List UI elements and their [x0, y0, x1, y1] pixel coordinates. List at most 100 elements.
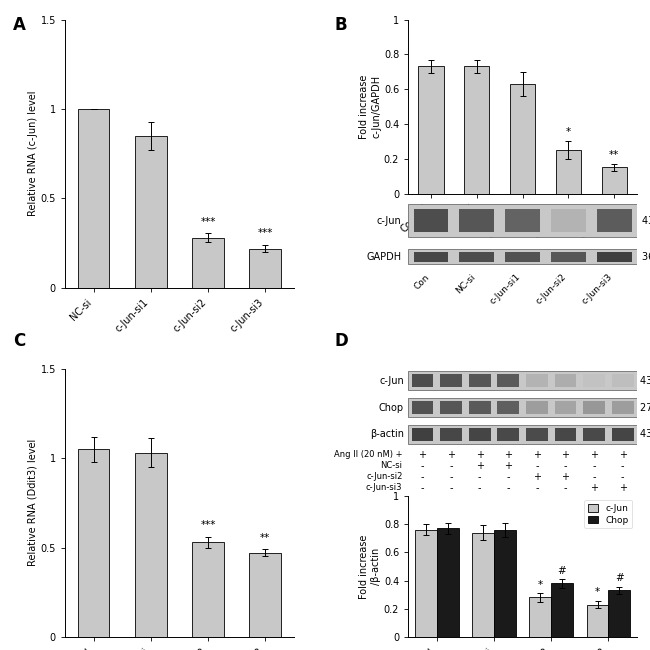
Text: +: +: [476, 450, 484, 460]
Bar: [510, 84, 535, 194]
Text: NC-si: NC-si: [454, 272, 477, 295]
Bar: [413, 209, 448, 232]
Bar: [530, 597, 551, 637]
Text: +: +: [476, 461, 484, 471]
Text: -: -: [564, 483, 567, 493]
Text: A: A: [13, 16, 26, 34]
Text: -: -: [564, 461, 567, 471]
Text: +: +: [504, 461, 512, 471]
Text: Ang II (20 nM) +: Ang II (20 nM) +: [334, 450, 402, 459]
Text: -: -: [621, 472, 625, 482]
Legend: c-Jun, Chop: c-Jun, Chop: [584, 500, 632, 528]
Bar: [583, 374, 605, 387]
Text: -: -: [535, 461, 539, 471]
Bar: [408, 250, 637, 264]
Y-axis label: Relative RNA (c-Jun) level: Relative RNA (c-Jun) level: [28, 91, 38, 216]
Text: 36 kDa: 36 kDa: [642, 252, 650, 262]
Bar: [440, 428, 462, 441]
Bar: [554, 374, 577, 387]
Text: -: -: [621, 461, 625, 471]
Text: c-Jun: c-Jun: [376, 216, 401, 226]
Bar: [608, 590, 630, 637]
Bar: [469, 374, 491, 387]
Text: +: +: [562, 450, 569, 460]
Text: +: +: [590, 483, 598, 493]
Text: 27 kDa: 27 kDa: [640, 402, 650, 413]
Bar: [411, 400, 434, 414]
Bar: [612, 428, 634, 441]
Bar: [587, 604, 608, 637]
Bar: [413, 252, 448, 262]
Bar: [411, 428, 434, 441]
Text: -: -: [506, 472, 510, 482]
Bar: [612, 400, 634, 414]
Bar: [497, 428, 519, 441]
Text: c-Jun-si2: c-Jun-si2: [534, 272, 568, 306]
Text: #: #: [615, 573, 623, 583]
Bar: [551, 209, 586, 232]
Bar: [526, 428, 548, 441]
Y-axis label: Fold increase
c-Jun/GAPDH: Fold increase c-Jun/GAPDH: [359, 74, 381, 138]
Bar: [419, 66, 444, 194]
Text: Con: Con: [412, 272, 431, 291]
Text: +: +: [504, 450, 512, 460]
Text: *: *: [595, 588, 600, 597]
Bar: [551, 583, 573, 637]
Bar: [601, 168, 627, 194]
Bar: [583, 400, 605, 414]
Text: +: +: [419, 450, 426, 460]
Bar: [460, 209, 494, 232]
Text: +: +: [619, 483, 627, 493]
Bar: [440, 400, 462, 414]
Text: +: +: [590, 450, 598, 460]
Bar: [469, 400, 491, 414]
Bar: [494, 530, 515, 637]
Bar: [469, 428, 491, 441]
Bar: [460, 252, 494, 262]
Text: c-Jun-si3: c-Jun-si3: [366, 483, 402, 492]
Bar: [411, 374, 434, 387]
Text: c-Jun-si3: c-Jun-si3: [580, 272, 614, 306]
Bar: [408, 371, 637, 391]
Bar: [408, 204, 637, 237]
Text: -: -: [478, 472, 482, 482]
Text: -: -: [449, 483, 453, 493]
Text: -: -: [421, 461, 424, 471]
Text: +: +: [533, 450, 541, 460]
Text: *: *: [538, 580, 543, 590]
Bar: [583, 428, 605, 441]
Bar: [551, 252, 586, 262]
Text: C: C: [13, 332, 25, 350]
Bar: [250, 248, 281, 288]
Text: -: -: [449, 461, 453, 471]
Text: B: B: [335, 16, 347, 34]
Text: GAPDH: GAPDH: [366, 252, 401, 262]
Bar: [250, 553, 281, 637]
Text: NC-si: NC-si: [380, 461, 402, 470]
Bar: [78, 109, 109, 288]
Text: -: -: [592, 461, 596, 471]
Bar: [497, 374, 519, 387]
Text: 43 kDa: 43 kDa: [642, 216, 650, 226]
Text: 43 kDa: 43 kDa: [640, 376, 650, 385]
Bar: [556, 150, 581, 194]
Text: +: +: [562, 472, 569, 482]
Bar: [135, 452, 166, 637]
Bar: [464, 66, 489, 194]
Bar: [437, 528, 458, 637]
Text: -: -: [592, 472, 596, 482]
Text: ***: ***: [200, 216, 216, 227]
Bar: [192, 238, 224, 288]
Text: -: -: [421, 483, 424, 493]
Text: -: -: [535, 483, 539, 493]
Text: *: *: [566, 127, 571, 137]
Text: ***: ***: [200, 520, 216, 530]
Text: +: +: [533, 472, 541, 482]
Text: 43 kDa: 43 kDa: [640, 430, 650, 439]
Bar: [526, 400, 548, 414]
Y-axis label: Relative RNA (Ddit3) level: Relative RNA (Ddit3) level: [28, 439, 38, 566]
Text: **: **: [260, 532, 270, 543]
Bar: [526, 374, 548, 387]
Bar: [440, 374, 462, 387]
Bar: [505, 252, 540, 262]
